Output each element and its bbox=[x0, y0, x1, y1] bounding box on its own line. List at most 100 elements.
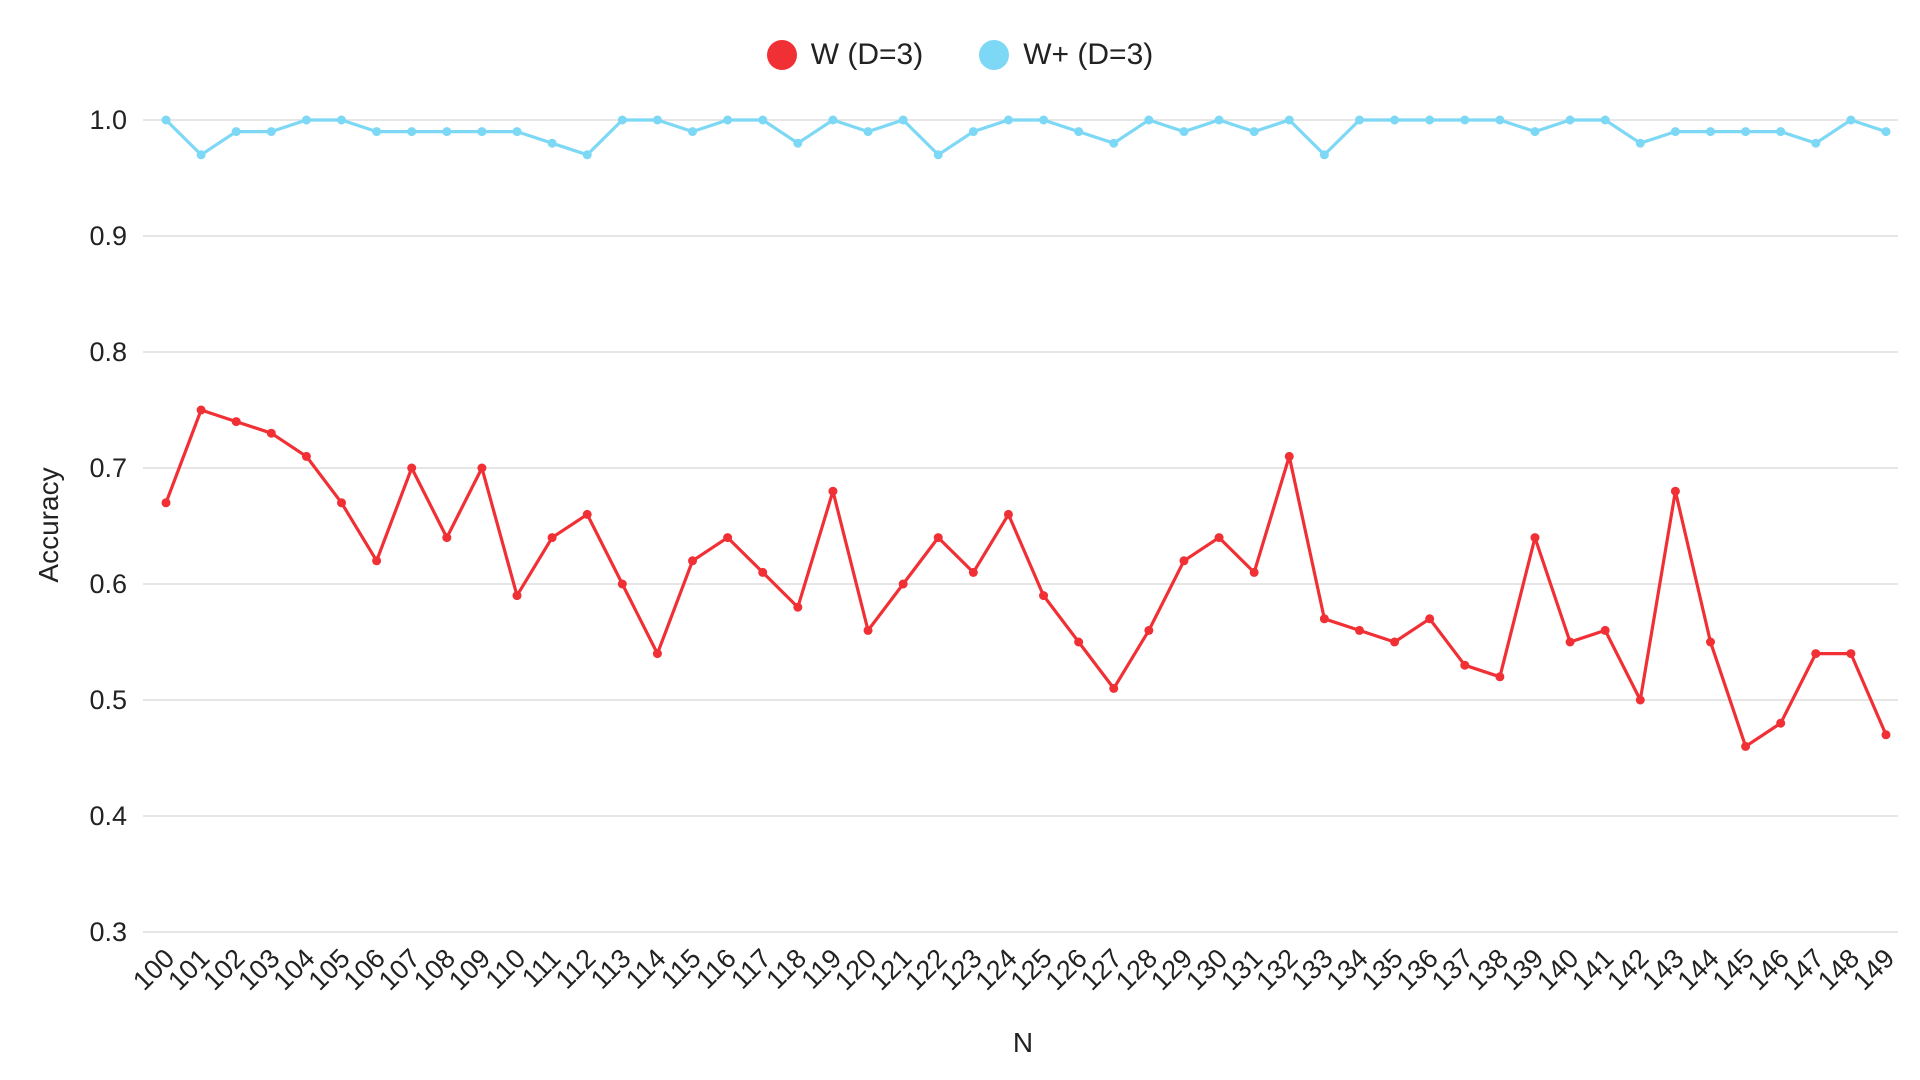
data-point[interactable] bbox=[1811, 649, 1821, 659]
data-point[interactable] bbox=[301, 115, 311, 125]
data-point[interactable] bbox=[1530, 533, 1540, 543]
data-point[interactable] bbox=[477, 463, 487, 473]
data-point[interactable] bbox=[1425, 614, 1435, 624]
data-point[interactable] bbox=[898, 579, 908, 589]
data-point[interactable] bbox=[652, 649, 662, 659]
data-point[interactable] bbox=[793, 138, 803, 148]
data-point[interactable] bbox=[1390, 115, 1400, 125]
data-point[interactable] bbox=[1319, 150, 1329, 160]
data-point[interactable] bbox=[1425, 115, 1435, 125]
data-point[interactable] bbox=[1179, 127, 1189, 137]
data-point[interactable] bbox=[1354, 625, 1364, 635]
data-point[interactable] bbox=[1670, 127, 1680, 137]
data-point[interactable] bbox=[1495, 115, 1505, 125]
data-point[interactable] bbox=[407, 463, 417, 473]
data-point[interactable] bbox=[758, 115, 768, 125]
data-point[interactable] bbox=[301, 451, 311, 461]
data-point[interactable] bbox=[1846, 649, 1856, 659]
data-point[interactable] bbox=[1530, 127, 1540, 137]
data-point[interactable] bbox=[196, 405, 206, 415]
data-point[interactable] bbox=[1811, 138, 1821, 148]
data-point[interactable] bbox=[337, 115, 347, 125]
data-point[interactable] bbox=[1179, 556, 1189, 566]
data-point[interactable] bbox=[1109, 683, 1119, 693]
data-point[interactable] bbox=[442, 127, 452, 137]
data-point[interactable] bbox=[1003, 509, 1013, 519]
data-point[interactable] bbox=[1319, 614, 1329, 624]
data-point[interactable] bbox=[477, 127, 487, 137]
data-point[interactable] bbox=[1705, 127, 1715, 137]
legend-item-w[interactable]: W (D=3) bbox=[766, 38, 923, 72]
data-point[interactable] bbox=[582, 150, 592, 160]
data-point[interactable] bbox=[1741, 127, 1751, 137]
data-point[interactable] bbox=[1074, 637, 1084, 647]
data-point[interactable] bbox=[1144, 625, 1154, 635]
data-point[interactable] bbox=[617, 115, 627, 125]
data-point[interactable] bbox=[688, 556, 698, 566]
data-point[interactable] bbox=[968, 127, 978, 137]
data-point[interactable] bbox=[372, 127, 382, 137]
data-point[interactable] bbox=[1074, 127, 1084, 137]
data-point[interactable] bbox=[1635, 138, 1645, 148]
data-point[interactable] bbox=[231, 417, 241, 427]
data-point[interactable] bbox=[512, 127, 522, 137]
data-point[interactable] bbox=[1881, 730, 1891, 740]
data-point[interactable] bbox=[442, 533, 452, 543]
data-point[interactable] bbox=[793, 602, 803, 612]
data-point[interactable] bbox=[688, 127, 698, 137]
data-point[interactable] bbox=[1846, 115, 1856, 125]
data-point[interactable] bbox=[547, 533, 557, 543]
data-point[interactable] bbox=[1354, 115, 1364, 125]
data-point[interactable] bbox=[898, 115, 908, 125]
data-point[interactable] bbox=[1705, 637, 1715, 647]
data-point[interactable] bbox=[161, 498, 171, 508]
data-point[interactable] bbox=[1460, 115, 1470, 125]
data-point[interactable] bbox=[547, 138, 557, 148]
data-point[interactable] bbox=[758, 567, 768, 577]
data-point[interactable] bbox=[1600, 115, 1610, 125]
data-point[interactable] bbox=[933, 533, 943, 543]
data-point[interactable] bbox=[723, 533, 733, 543]
data-point[interactable] bbox=[1144, 115, 1154, 125]
data-point[interactable] bbox=[1249, 567, 1259, 577]
data-point[interactable] bbox=[1670, 486, 1680, 496]
data-point[interactable] bbox=[1776, 718, 1786, 728]
data-point[interactable] bbox=[828, 486, 838, 496]
data-point[interactable] bbox=[407, 127, 417, 137]
data-point[interactable] bbox=[1776, 127, 1786, 137]
data-point[interactable] bbox=[512, 591, 522, 601]
data-point[interactable] bbox=[723, 115, 733, 125]
data-point[interactable] bbox=[337, 498, 347, 508]
data-point[interactable] bbox=[1390, 637, 1400, 647]
data-point[interactable] bbox=[652, 115, 662, 125]
data-point[interactable] bbox=[1460, 660, 1470, 670]
data-point[interactable] bbox=[1039, 115, 1049, 125]
data-point[interactable] bbox=[863, 127, 873, 137]
data-point[interactable] bbox=[968, 567, 978, 577]
data-point[interactable] bbox=[1214, 115, 1224, 125]
data-point[interactable] bbox=[1600, 625, 1610, 635]
data-point[interactable] bbox=[933, 150, 943, 160]
data-point[interactable] bbox=[372, 556, 382, 566]
data-point[interactable] bbox=[1741, 741, 1751, 751]
data-point[interactable] bbox=[1249, 127, 1259, 137]
data-point[interactable] bbox=[828, 115, 838, 125]
data-point[interactable] bbox=[1495, 672, 1505, 682]
data-point[interactable] bbox=[617, 579, 627, 589]
data-point[interactable] bbox=[1635, 695, 1645, 705]
data-point[interactable] bbox=[196, 150, 206, 160]
data-point[interactable] bbox=[1284, 451, 1294, 461]
data-point[interactable] bbox=[231, 127, 241, 137]
data-point[interactable] bbox=[1003, 115, 1013, 125]
data-point[interactable] bbox=[1109, 138, 1119, 148]
legend-item-w-plus[interactable]: W+ (D=3) bbox=[979, 38, 1153, 72]
data-point[interactable] bbox=[863, 625, 873, 635]
data-point[interactable] bbox=[1214, 533, 1224, 543]
data-point[interactable] bbox=[161, 115, 171, 125]
data-point[interactable] bbox=[1039, 591, 1049, 601]
data-point[interactable] bbox=[582, 509, 592, 519]
data-point[interactable] bbox=[1565, 115, 1575, 125]
data-point[interactable] bbox=[1284, 115, 1294, 125]
data-point[interactable] bbox=[1881, 127, 1891, 137]
data-point[interactable] bbox=[266, 127, 276, 137]
